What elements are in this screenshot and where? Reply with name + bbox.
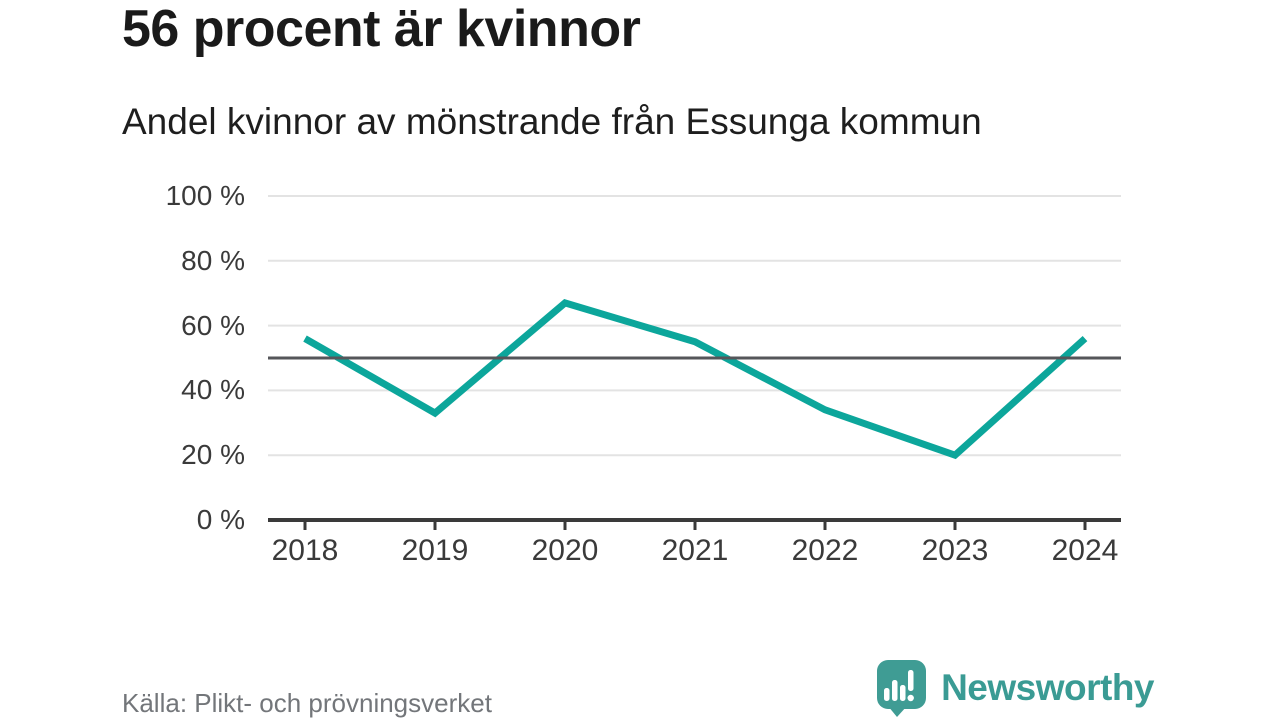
newsworthy-wordmark: Newsworthy xyxy=(941,667,1154,708)
y-axis-tick-label: 60 % xyxy=(181,309,245,341)
y-axis-tick-label: 80 % xyxy=(181,244,245,276)
x-axis-tick-label: 2018 xyxy=(271,534,339,567)
newsworthy-logo-icon xyxy=(875,659,928,717)
headline: 56 procent är kvinnor xyxy=(122,0,641,58)
x-axis-tick-label: 2020 xyxy=(531,534,599,567)
x-axis-tick-label: 2023 xyxy=(921,534,989,567)
source-note: Källa: Plikt- och prövningsverket xyxy=(122,688,492,718)
data-line xyxy=(303,299,1088,460)
y-axis-tick-label: 0 % xyxy=(196,504,245,535)
y-axis-tick-label: 20 % xyxy=(181,439,245,471)
y-axis-tick-label: 100 % xyxy=(165,180,245,211)
subtitle: Andel kvinnor av mönstrande från Essunga… xyxy=(122,101,982,142)
x-axis-tick-label: 2019 xyxy=(401,534,469,567)
newsworthy-logo: Newsworthy xyxy=(875,659,1154,717)
x-axis-tick-label: 2021 xyxy=(661,534,729,567)
x-axis-tick-label: 2024 xyxy=(1051,534,1119,567)
y-axis-tick-label: 40 % xyxy=(181,374,245,406)
x-axis-tick-label: 2022 xyxy=(791,534,859,567)
